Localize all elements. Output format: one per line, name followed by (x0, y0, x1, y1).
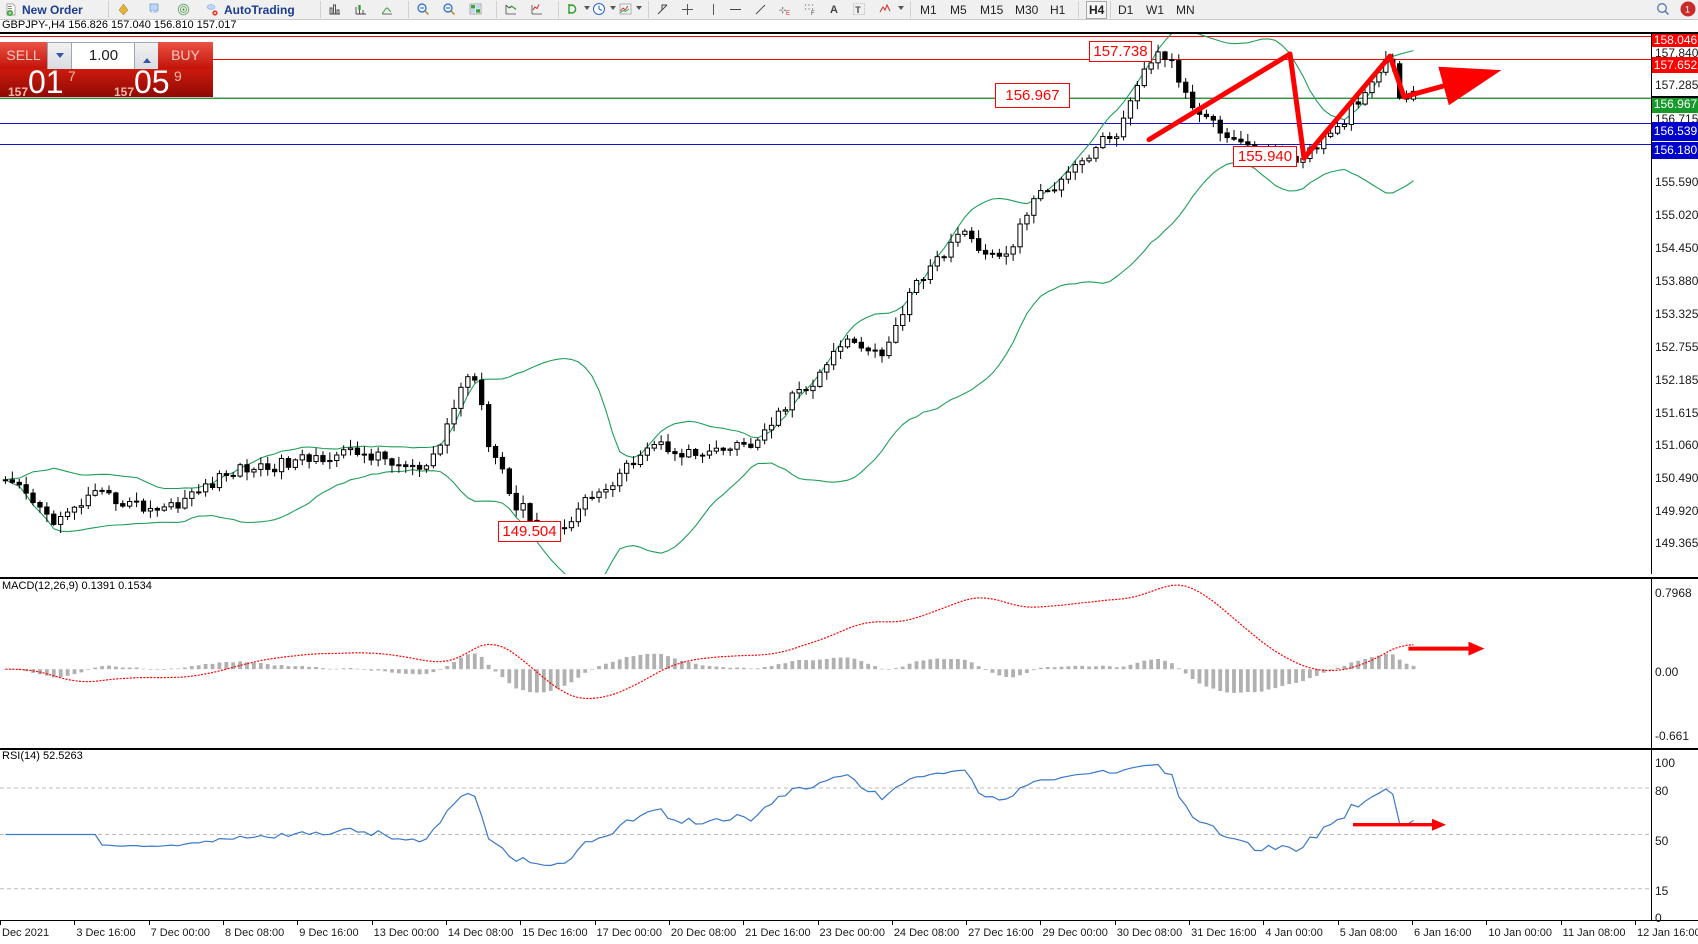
svg-text:T: T (855, 5, 861, 15)
svg-text:E: E (786, 11, 790, 17)
svg-text:1: 1 (1685, 5, 1690, 15)
svg-text:F: F (811, 11, 815, 17)
svg-text:A: A (830, 4, 838, 16)
